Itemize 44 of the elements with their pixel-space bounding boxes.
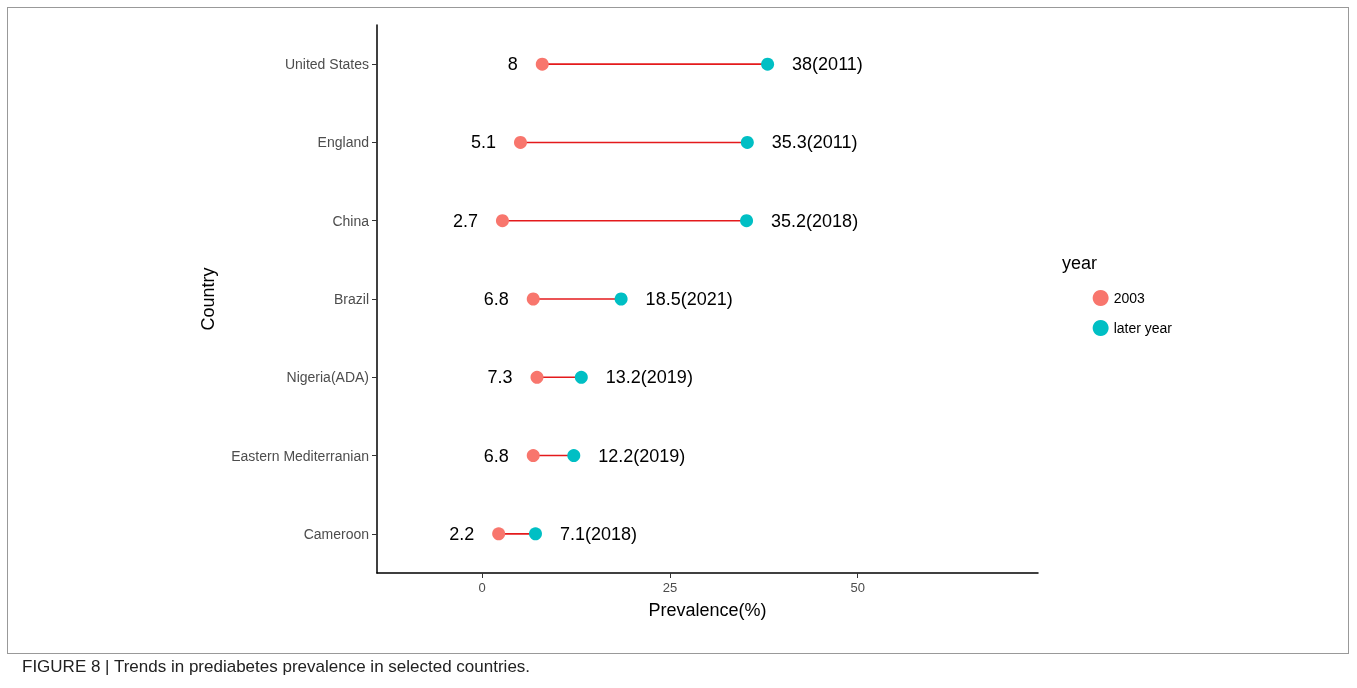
data-label: 35.2(2018) bbox=[771, 210, 859, 231]
data-label: 5.1 bbox=[470, 132, 496, 153]
y-tick-label: China bbox=[332, 212, 370, 229]
data-label: 2.2 bbox=[449, 523, 475, 544]
data-label: 7.3 bbox=[487, 367, 513, 388]
x-tick-label: 0 bbox=[478, 580, 486, 595]
data-label: 38(2011) bbox=[792, 54, 863, 75]
point bbox=[530, 370, 544, 384]
y-tick-label: England bbox=[317, 134, 369, 151]
data-label: 13.2(2019) bbox=[605, 367, 693, 388]
x-axis-title: Prevalence(%) bbox=[648, 600, 767, 620]
point bbox=[529, 527, 542, 541]
y-axis-title: Country bbox=[198, 267, 218, 331]
data-label: 8 bbox=[507, 54, 518, 75]
point bbox=[567, 449, 581, 463]
data-label: 18.5(2021) bbox=[645, 289, 733, 309]
point bbox=[513, 135, 527, 149]
point bbox=[614, 292, 628, 306]
data-label: 7.1(2018) bbox=[559, 523, 638, 544]
x-tick-label: 50 bbox=[850, 580, 865, 595]
data-label: 35.3(2011) bbox=[771, 132, 858, 153]
legend-label: 2003 bbox=[1113, 290, 1145, 306]
caption: FIGURE 8 | Trends in prediabetes prevalence in selected countries. bbox=[22, 657, 531, 676]
data-label: 6.8 bbox=[483, 445, 509, 466]
legend-title: year bbox=[1062, 253, 1098, 273]
point bbox=[574, 370, 588, 384]
point bbox=[526, 292, 540, 306]
y-tick-label: United States bbox=[284, 56, 369, 73]
y-tick-label: Eastern Mediterranian bbox=[231, 447, 369, 464]
point bbox=[526, 449, 540, 463]
point bbox=[761, 57, 775, 71]
y-tick-label: Cameroon bbox=[303, 525, 369, 542]
point bbox=[740, 135, 754, 149]
point bbox=[495, 214, 509, 228]
x-tick-label: 25 bbox=[662, 580, 678, 595]
data-label: 12.2(2019) bbox=[598, 445, 686, 466]
legend-label: later year bbox=[1113, 320, 1173, 336]
point bbox=[740, 214, 754, 228]
point bbox=[492, 527, 506, 541]
y-tick-label: Nigeria(ADA) bbox=[286, 369, 369, 386]
point bbox=[535, 57, 549, 71]
y-tick-label: Brazil bbox=[333, 291, 369, 307]
data-label: 2.7 bbox=[452, 210, 478, 231]
data-label: 6.8 bbox=[483, 289, 509, 309]
